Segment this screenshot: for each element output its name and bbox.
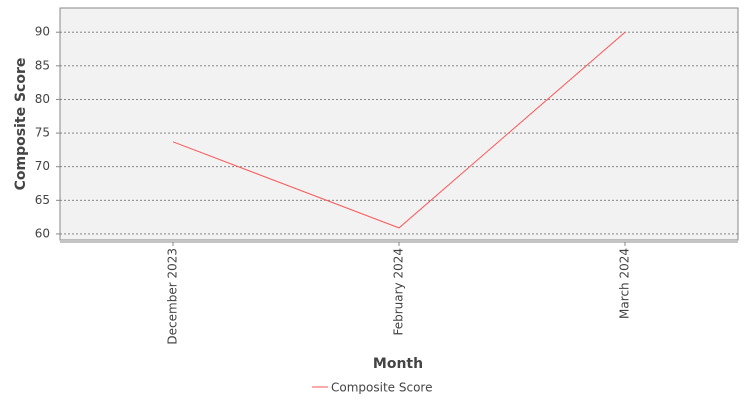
y-tick-label: 65 (35, 193, 50, 207)
x-tick-label: February 2024 (392, 248, 406, 336)
y-tick-label: 60 (35, 226, 50, 240)
plot-area (59, 7, 739, 241)
y-tick-label: 90 (35, 25, 50, 39)
x-tick-label: December 2023 (166, 248, 180, 345)
x-axis-title: Month (373, 356, 423, 372)
legend-label: Composite Score (331, 381, 432, 395)
y-tick-label: 85 (35, 58, 50, 72)
y-tick-label: 75 (35, 126, 50, 140)
x-tick-label: March 2024 (618, 248, 632, 319)
y-tick-label: 80 (35, 92, 50, 106)
y-axis-title: Composite Score (13, 58, 29, 191)
line (172, 31, 626, 229)
y-tick-label: 70 (35, 159, 50, 173)
